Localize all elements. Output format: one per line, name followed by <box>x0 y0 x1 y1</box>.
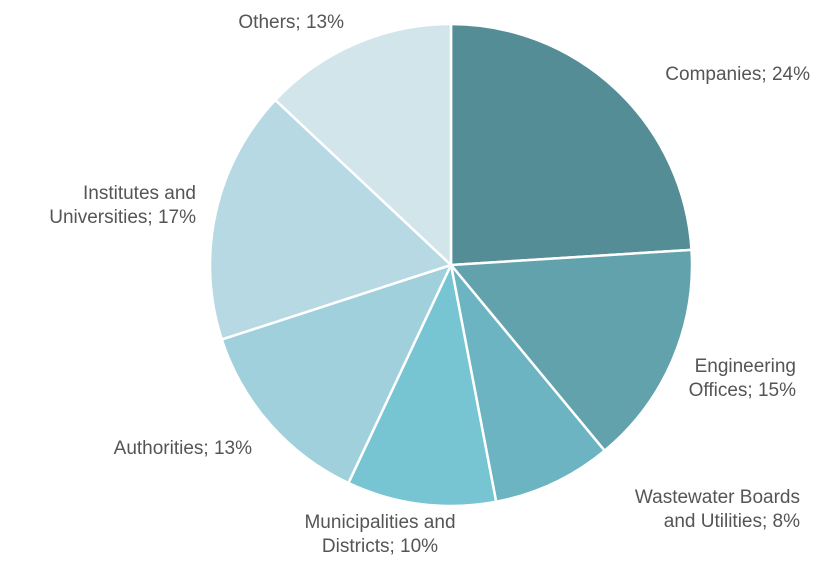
slice-data-label: Municipalities and Districts; 10% <box>304 512 455 557</box>
slice-label-line: Offices; 15% <box>689 380 796 401</box>
slice-label-line: Wastewater Boards <box>635 487 800 508</box>
pie-slice <box>347 263 498 508</box>
pie-slice <box>449 22 693 267</box>
slice-label-line: Engineering <box>695 356 796 377</box>
pie-slice <box>220 263 453 485</box>
slice-label-line: Districts; 10% <box>322 536 438 557</box>
slice-data-label: Companies; 24% <box>665 64 810 85</box>
pie-slice <box>208 98 453 341</box>
slice-data-label: Authorities; 13% <box>114 438 252 459</box>
pie-slice <box>449 248 694 452</box>
slice-label-line: Companies; 24% <box>665 64 810 85</box>
slice-data-label: Engineering Offices; 15% <box>689 356 796 401</box>
slice-label-line: and Utilities; 8% <box>664 511 800 532</box>
slice-label-line: Universities; 17% <box>49 207 196 228</box>
slice-label-line: Institutes and <box>83 183 196 204</box>
slice-data-label: Others; 13% <box>238 12 344 33</box>
slice-label-line: Municipalities and <box>304 512 455 533</box>
pie-slice <box>274 22 453 267</box>
pie-slices <box>208 22 694 508</box>
slice-label-line: Authorities; 13% <box>114 438 252 459</box>
pie-labels: Companies; 24% Engineering Offices; 15% Was… <box>49 12 810 557</box>
slice-data-label: Institutes and Universities; 17% <box>49 183 196 228</box>
slice-data-label: Wastewater Boards and Utilities; 8% <box>635 487 800 532</box>
slice-label-line: Others; 13% <box>238 12 344 33</box>
pie-slice <box>449 263 606 503</box>
